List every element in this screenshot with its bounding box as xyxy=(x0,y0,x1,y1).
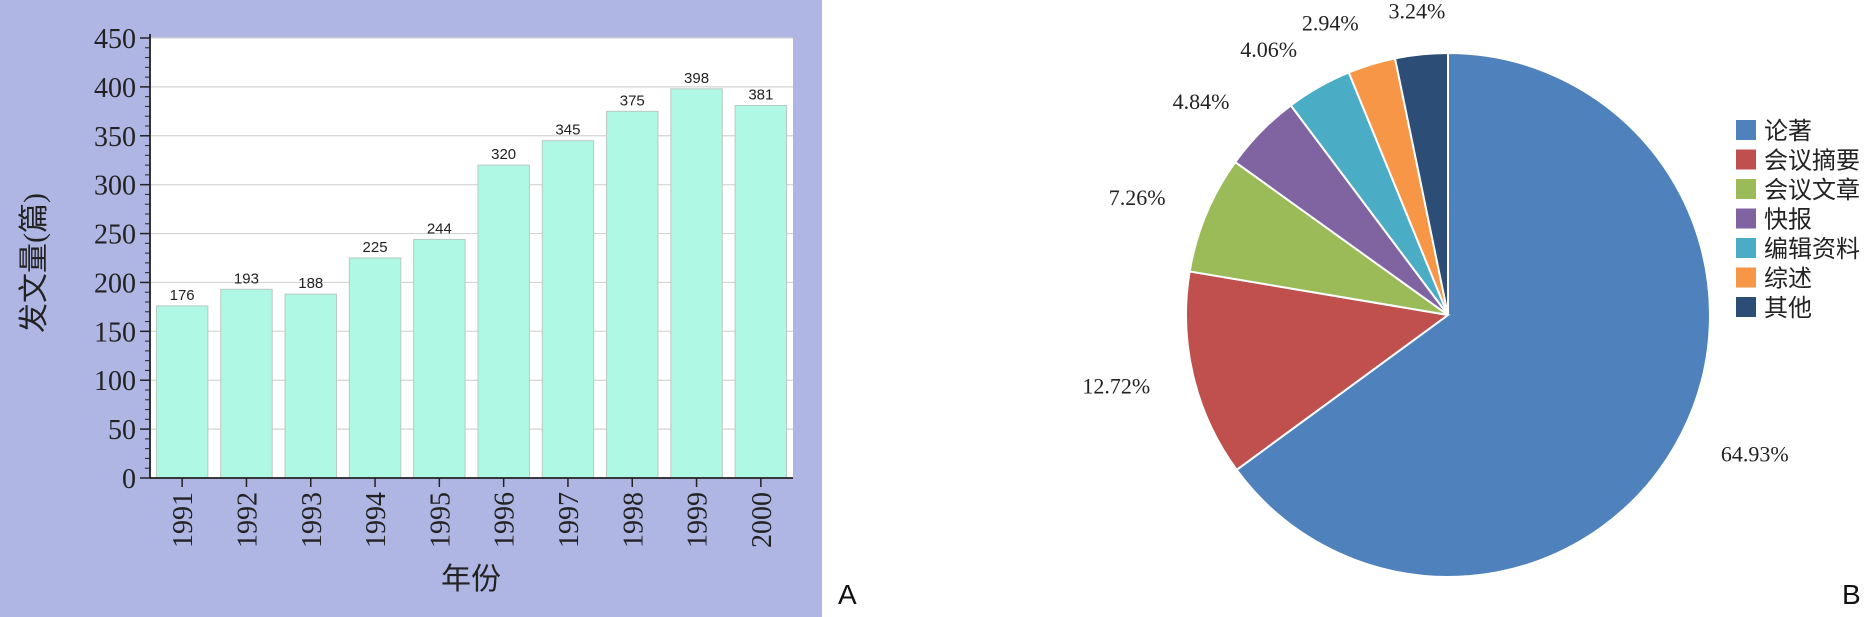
bar xyxy=(541,140,595,479)
y-axis-label: 发文量(篇) xyxy=(18,193,51,333)
x-tick-label: 1992 xyxy=(232,492,263,548)
bar-value-label: 320 xyxy=(491,146,516,163)
x-tick-label: 1996 xyxy=(490,492,521,548)
bar-value-label: 188 xyxy=(298,275,323,292)
x-tick-label: 1997 xyxy=(554,492,585,548)
slice-percent-label: 12.72% xyxy=(1082,374,1150,399)
y-tick-label: 250 xyxy=(94,220,136,251)
slice-percent-label: 4.06% xyxy=(1240,37,1297,62)
legend-label: 综述 xyxy=(1764,266,1812,293)
y-tick-label: 50 xyxy=(108,415,136,446)
y-tick-label: 350 xyxy=(94,122,136,153)
panel-label-b: B xyxy=(1842,579,1861,610)
y-tick-label: 0 xyxy=(122,464,136,495)
x-tick-label: 1994 xyxy=(361,492,392,548)
bar-value-label: 244 xyxy=(427,220,452,237)
bar xyxy=(348,257,402,479)
y-tick-label: 150 xyxy=(94,317,136,348)
legend-swatch xyxy=(1736,179,1756,199)
pie-slice xyxy=(1185,270,1451,472)
x-tick-label: 1991 xyxy=(168,492,199,548)
y-tick-label: 200 xyxy=(94,268,136,299)
x-tick-label: 1993 xyxy=(297,492,328,548)
bar-value-label: 345 xyxy=(555,122,580,139)
legend-swatch xyxy=(1736,120,1756,140)
bar-value-label: 375 xyxy=(620,92,645,109)
slice-percent-label: 2.94% xyxy=(1302,10,1359,35)
y-tick-label: 100 xyxy=(94,366,136,397)
x-tick-label: 1995 xyxy=(425,492,456,548)
legend-label: 论著 xyxy=(1764,118,1812,145)
y-tick-label: 400 xyxy=(94,73,136,104)
x-tick-label: 1999 xyxy=(683,492,714,548)
bar xyxy=(734,104,788,479)
slice-percent-label: 3.24% xyxy=(1388,0,1445,24)
x-tick-label: 2000 xyxy=(747,492,778,548)
bar xyxy=(477,164,530,479)
bar xyxy=(670,88,723,479)
pie-slice xyxy=(1393,51,1449,316)
bar xyxy=(284,293,337,479)
legend-label: 会议摘要 xyxy=(1764,148,1860,175)
legend-swatch xyxy=(1736,238,1756,258)
y-tick-label: 450 xyxy=(94,24,136,55)
slice-percent-label: 4.84% xyxy=(1173,89,1230,114)
bar-value-label: 398 xyxy=(684,70,709,87)
pie-slice xyxy=(1188,160,1449,316)
bar xyxy=(413,238,466,479)
x-tick-label: 1998 xyxy=(618,492,649,548)
slice-percent-label: 7.26% xyxy=(1109,185,1166,210)
x-axis-label: 年份 xyxy=(441,563,501,596)
pie-slice xyxy=(1235,51,1711,578)
bar xyxy=(155,305,209,479)
bar-value-label: 381 xyxy=(748,86,773,103)
legend-label: 编辑资料 xyxy=(1764,236,1860,263)
legend-swatch xyxy=(1736,208,1756,229)
panel-b-pie-chart: 64.93% 12.72% 7.26% 4.84% 4.06%2.94% 3.24% 论著… xyxy=(1082,0,1860,578)
bar xyxy=(606,110,659,479)
y-tick-label: 300 xyxy=(94,171,136,202)
legend-label: 会议文章 xyxy=(1764,177,1860,204)
legend-label: 快报 xyxy=(1764,207,1812,234)
bar-value-label: 193 xyxy=(234,270,259,287)
legend-swatch xyxy=(1736,149,1756,170)
slice-percent-label: 64.93% xyxy=(1721,441,1789,466)
panel-a-bar-chart: 176 193 188 225 244 320 345 375 398 381 0 50 100 150… xyxy=(0,0,822,617)
legend-label: 其他 xyxy=(1764,295,1812,322)
legend-swatch xyxy=(1736,267,1756,288)
bar-value-label: 225 xyxy=(363,239,388,256)
legend-swatch xyxy=(1736,297,1756,317)
bar-value-label: 176 xyxy=(170,287,195,304)
bar xyxy=(220,288,273,479)
panel-label-a: A xyxy=(838,579,857,610)
